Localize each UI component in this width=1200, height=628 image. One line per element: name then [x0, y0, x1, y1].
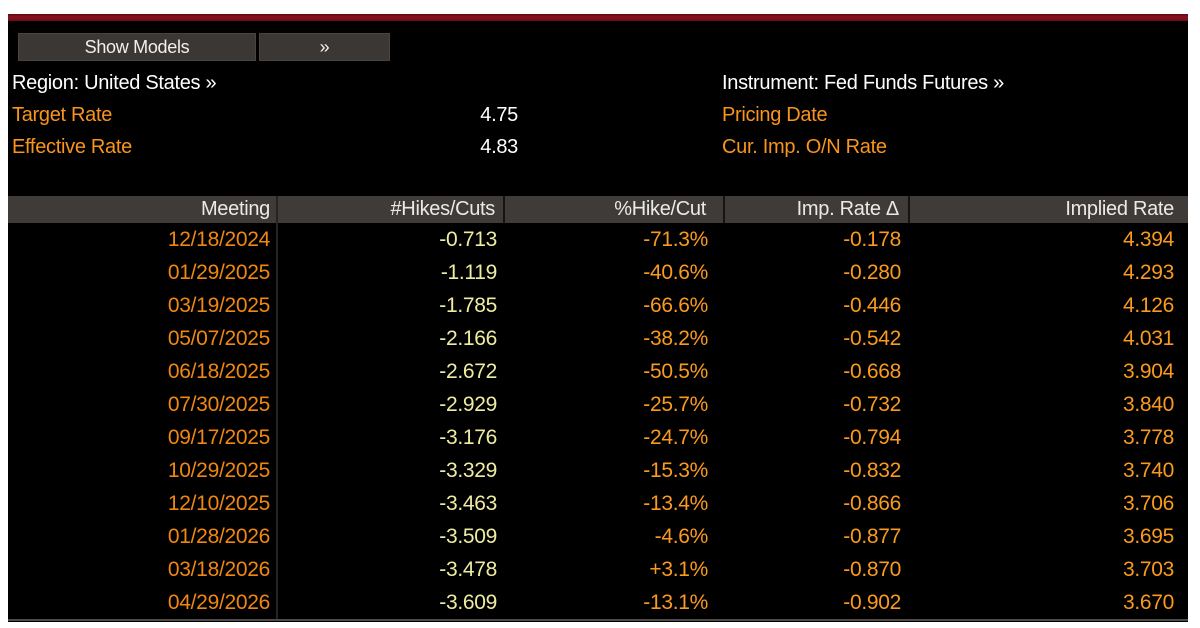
top-red-bar [8, 14, 1188, 21]
cell-meeting: 01/28/2026 [8, 520, 278, 553]
cell-meeting: 05/07/2025 [8, 322, 278, 355]
table-row[interactable]: 03/18/2026 -3.478 +3.1% -0.870 3.703 [8, 553, 1188, 586]
cell-implied-rate: 3.695 [1122, 525, 1174, 548]
cell-imp-rate-delta: -0.794 [843, 426, 901, 449]
cell-hikes-cuts: -2.166 [439, 327, 497, 350]
cell-imp-rate-delta: -0.866 [843, 492, 901, 515]
table-row[interactable]: 03/19/2025 -1.785 -66.6% -0.446 4.126 [8, 289, 1188, 322]
cell-hike-cut-pct: -4.6% [654, 525, 709, 548]
cell-imp-rate-delta: -0.178 [843, 228, 901, 251]
cell-hikes-cuts: -3.509 [439, 525, 497, 548]
cell-meeting: 04/29/2026 [8, 586, 278, 619]
cell-implied-rate: 3.740 [1122, 459, 1174, 482]
cell-hike-cut-pct: -13.4% [643, 492, 708, 515]
region-selector[interactable]: Region: United States » [12, 72, 217, 94]
cell-hikes-cuts: -0.713 [439, 228, 497, 251]
cell-hike-cut-pct: -38.2% [643, 327, 708, 350]
cell-implied-rate: 3.840 [1122, 393, 1174, 416]
cell-hikes-cuts: -2.929 [439, 393, 497, 416]
cell-implied-rate: 4.031 [1122, 327, 1174, 350]
cell-hikes-cuts: -3.176 [439, 426, 497, 449]
cell-hike-cut-pct: -15.3% [643, 459, 708, 482]
cell-hike-cut-pct: -25.7% [643, 393, 708, 416]
cell-hike-cut-pct: -66.6% [643, 294, 708, 317]
effective-rate-row: Effective Rate 4.83 Cur. Imp. O/N Rate [8, 132, 1188, 162]
cell-imp-rate-delta: -0.832 [843, 459, 901, 482]
table-row[interactable]: 04/29/2026 -3.609 -13.1% -0.902 3.670 [8, 586, 1188, 619]
instrument-selector[interactable]: Instrument: Fed Funds Futures » [722, 72, 1004, 94]
cell-hikes-cuts: -1.119 [440, 261, 497, 284]
cell-hike-cut-pct: +3.1% [649, 558, 708, 581]
cell-hike-cut-pct: -40.6% [643, 261, 708, 284]
target-rate-row: Target Rate 4.75 Pricing Date [8, 100, 1188, 130]
cell-imp-rate-delta: -0.542 [843, 327, 901, 350]
cell-meeting: 06/18/2025 [8, 355, 278, 388]
column-header-hikes-cuts[interactable]: #Hikes/Cuts [278, 196, 505, 223]
cell-hike-cut-pct: -24.7% [643, 426, 708, 449]
column-header-implied-rate[interactable]: Implied Rate [1065, 198, 1174, 220]
effective-rate-value: 4.83 [480, 136, 518, 158]
cell-hikes-cuts: -3.609 [439, 591, 497, 614]
table-row[interactable]: 05/07/2025 -2.166 -38.2% -0.542 4.031 [8, 322, 1188, 355]
target-rate-label: Target Rate [12, 104, 113, 126]
cell-implied-rate: 3.778 [1122, 426, 1174, 449]
table-row[interactable]: 07/30/2025 -2.929 -25.7% -0.732 3.840 [8, 388, 1188, 421]
table-row[interactable]: 09/17/2025 -3.176 -24.7% -0.794 3.778 [8, 421, 1188, 454]
cell-implied-rate: 3.706 [1122, 492, 1174, 515]
table-row[interactable]: 06/18/2025 -2.672 -50.5% -0.668 3.904 [8, 355, 1188, 388]
column-header-hike-cut-pct[interactable]: %Hike/Cut [505, 196, 725, 223]
table-header: Meeting #Hikes/Cuts %Hike/Cut Imp. Rate … [8, 196, 1188, 223]
cell-meeting: 03/18/2026 [8, 553, 278, 586]
cell-imp-rate-delta: -0.732 [843, 393, 901, 416]
table-row[interactable]: 10/29/2025 -3.329 -15.3% -0.832 3.740 [8, 454, 1188, 487]
cell-implied-rate: 3.904 [1122, 360, 1174, 383]
table-body: 12/18/2024 -0.713 -71.3% -0.178 4.394 01/29/2… [8, 223, 1188, 621]
cell-implied-rate: 4.293 [1122, 261, 1174, 284]
cell-meeting: 12/18/2024 [8, 223, 278, 256]
cell-hike-cut-pct: -71.3% [643, 228, 708, 251]
cell-implied-rate: 4.394 [1122, 228, 1174, 251]
cell-imp-rate-delta: -0.870 [843, 558, 901, 581]
cell-implied-rate: 4.126 [1122, 294, 1174, 317]
toolbar: Show Models » [18, 33, 390, 61]
cell-meeting: 12/10/2025 [8, 487, 278, 520]
cell-hikes-cuts: -3.478 [439, 558, 497, 581]
meetings-table: Meeting #Hikes/Cuts %Hike/Cut Imp. Rate … [8, 196, 1188, 621]
cell-meeting: 07/30/2025 [8, 388, 278, 421]
cell-meeting: 10/29/2025 [8, 454, 278, 487]
column-header-meeting[interactable]: Meeting [8, 196, 278, 223]
cell-hike-cut-pct: -13.1% [643, 591, 708, 614]
table-row[interactable]: 12/10/2025 -3.463 -13.4% -0.866 3.706 [8, 487, 1188, 520]
cell-imp-rate-delta: -0.877 [843, 525, 901, 548]
cell-meeting: 03/19/2025 [8, 289, 278, 322]
cell-hike-cut-pct: -50.5% [643, 360, 708, 383]
cell-hikes-cuts: -1.785 [439, 294, 497, 317]
cell-imp-rate-delta: -0.668 [843, 360, 901, 383]
cell-hikes-cuts: -3.463 [439, 492, 497, 515]
pricing-date-label: Pricing Date [722, 104, 828, 126]
cell-implied-rate: 3.670 [1122, 591, 1174, 614]
cell-hikes-cuts: -2.672 [439, 360, 497, 383]
target-rate-value: 4.75 [480, 104, 518, 126]
cell-imp-rate-delta: -0.446 [843, 294, 901, 317]
table-row[interactable]: 01/28/2026 -3.509 -4.6% -0.877 3.695 [8, 520, 1188, 553]
expand-toolbar-button[interactable]: » [259, 33, 390, 61]
column-header-imp-rate-delta[interactable]: Imp. Rate Δ [725, 196, 910, 223]
cell-meeting: 01/29/2025 [8, 256, 278, 289]
cell-hikes-cuts: -3.329 [439, 459, 497, 482]
effective-rate-label: Effective Rate [12, 136, 132, 158]
terminal-screen: Show Models » Region: United States » In… [8, 14, 1188, 622]
cell-implied-rate: 3.703 [1122, 558, 1174, 581]
cur-imp-on-rate-label: Cur. Imp. O/N Rate [722, 136, 887, 158]
table-row[interactable]: 12/18/2024 -0.713 -71.3% -0.178 4.394 [8, 223, 1188, 256]
cell-meeting: 09/17/2025 [8, 421, 278, 454]
region-instrument-row: Region: United States » Instrument: Fed … [8, 68, 1188, 98]
cell-imp-rate-delta: -0.902 [843, 591, 901, 614]
show-models-button[interactable]: Show Models [18, 33, 256, 61]
table-row[interactable]: 01/29/2025 -1.119 -40.6% -0.280 4.293 [8, 256, 1188, 289]
cell-imp-rate-delta: -0.280 [843, 261, 901, 284]
